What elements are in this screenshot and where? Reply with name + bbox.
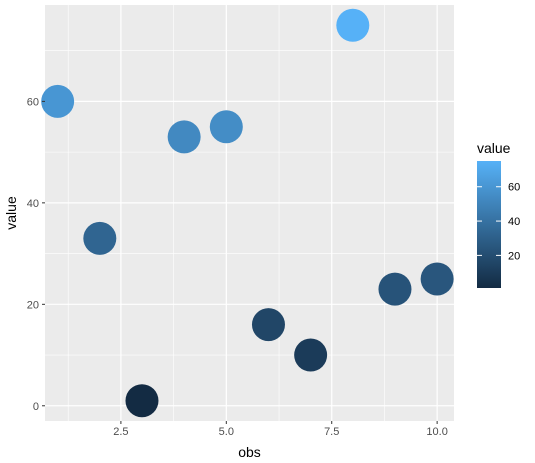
data-point — [83, 221, 117, 255]
data-point — [420, 262, 454, 296]
data-point — [251, 308, 285, 342]
x-tick-label: 2.5 — [113, 426, 128, 438]
data-point — [125, 384, 159, 418]
legend-title: value — [477, 140, 511, 156]
grid-minor — [45, 5, 454, 421]
y-axis-ticks: 0 20 40 60 — [27, 96, 45, 413]
plot-panel — [45, 5, 454, 421]
y-tick-label: 40 — [27, 198, 39, 210]
data-point — [336, 8, 370, 42]
legend-tick-label: 20 — [508, 250, 520, 262]
y-tick-label: 0 — [33, 401, 39, 413]
x-tick-label: 10.0 — [426, 426, 447, 438]
x-axis-title: obs — [238, 444, 261, 460]
data-point — [294, 338, 328, 372]
grid-major — [45, 5, 454, 421]
data-point — [41, 84, 75, 118]
data-point — [209, 110, 243, 144]
x-tick-label: 7.5 — [324, 426, 339, 438]
y-tick-label: 20 — [27, 299, 39, 311]
legend-tick-label: 60 — [508, 182, 520, 194]
y-axis-title: value — [3, 196, 19, 230]
legend-colorbar — [477, 161, 501, 288]
x-tick-label: 5.0 — [219, 426, 234, 438]
data-point — [167, 120, 201, 154]
legend: value 20 40 60 — [477, 140, 520, 288]
legend-ticks: 20 40 60 — [477, 182, 520, 262]
y-tick-label: 60 — [27, 96, 39, 108]
data-points — [41, 8, 454, 418]
legend-tick-label: 40 — [508, 216, 520, 228]
data-point — [378, 272, 412, 306]
x-axis-ticks: 2.5 5.0 7.5 10.0 — [113, 421, 448, 438]
